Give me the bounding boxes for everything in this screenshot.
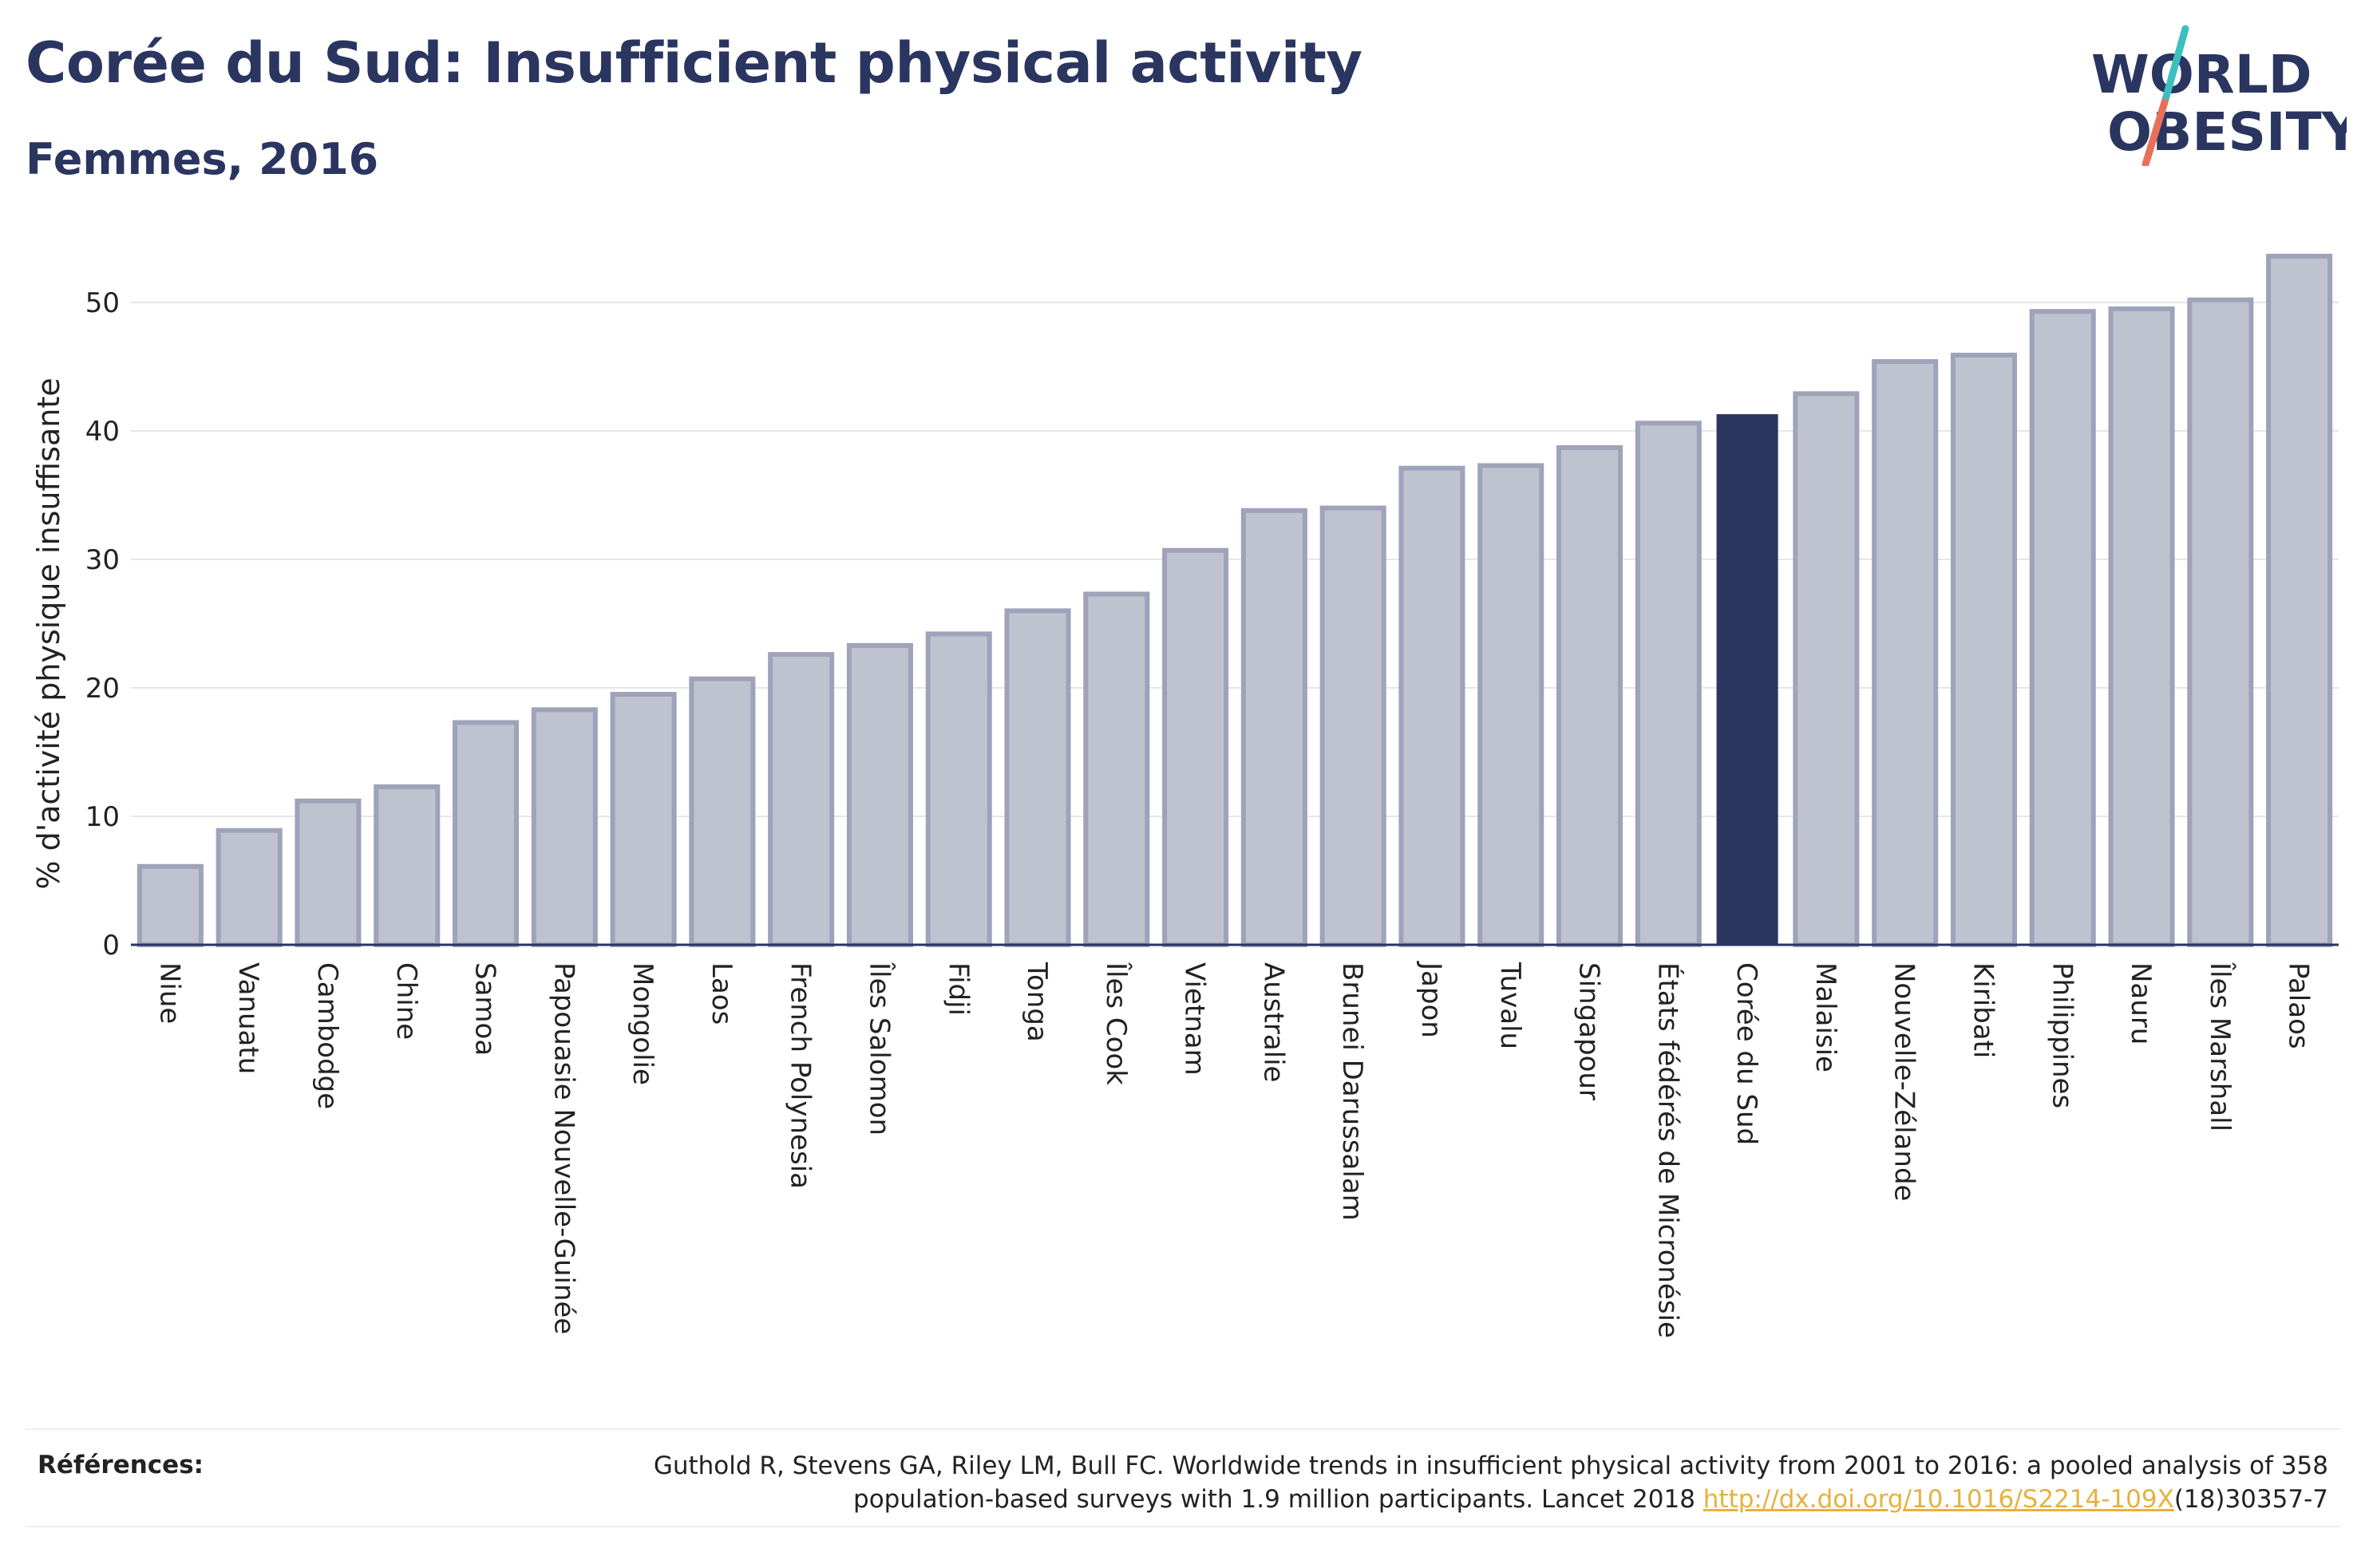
- x-tick-label: Corée du Sud: [1730, 962, 1762, 1145]
- y-tick-label: 40: [85, 416, 120, 448]
- chart-title: Corée du Sud: Insufficient physical acti…: [26, 30, 1362, 96]
- x-tick-label: Philippines: [2046, 962, 2078, 1108]
- reference-line-2-prefix: population-based surveys with 1.9 millio…: [853, 1485, 1703, 1514]
- bar-highlighted: [1716, 414, 1778, 945]
- x-tick-label: Brunei Darussalam: [1336, 962, 1368, 1221]
- bar: [1162, 547, 1229, 947]
- logo-text-world: WORLD: [2091, 44, 2312, 105]
- x-tick-label: Îles Marshall: [2204, 962, 2236, 1132]
- x-tick-label: Mongolie: [627, 962, 658, 1085]
- references-panel: Références: Guthold R, Stevens GA, Riley…: [26, 1428, 2340, 1527]
- bar: [768, 652, 835, 947]
- bar: [1556, 444, 1623, 947]
- x-tick-label: Tonga: [1021, 962, 1053, 1042]
- x-tick-label: Palaos: [2283, 962, 2315, 1049]
- bar: [2266, 254, 2333, 948]
- x-tick-label: Japon: [1415, 961, 1447, 1038]
- bar: [2187, 297, 2254, 947]
- y-tick-label: 10: [85, 801, 120, 833]
- x-tick-label: Samoa: [469, 962, 501, 1056]
- reference-line-2-suffix: (18)30357-7: [2173, 1485, 2328, 1514]
- bar: [689, 676, 756, 947]
- y-tick-label: 0: [102, 930, 120, 962]
- x-tick-label: Laos: [706, 962, 738, 1025]
- y-tick-label: 30: [85, 544, 120, 576]
- bar: [1477, 463, 1544, 947]
- bar: [2108, 306, 2175, 947]
- logo-slash-coral: [2142, 98, 2169, 166]
- bar: [136, 863, 204, 948]
- doi-link[interactable]: http://dx.doi.org/10.1016/S2214-109X: [1703, 1485, 2174, 1514]
- bar: [216, 827, 283, 947]
- bar: [1398, 465, 1465, 947]
- y-tick-label: 50: [85, 287, 120, 319]
- bar: [925, 631, 992, 947]
- x-tick-label: Niue: [153, 962, 185, 1024]
- bar-chart: 0 10 20 30 40 50 % d'activité physique insuffi…: [31, 254, 2339, 1338]
- bar: [2029, 309, 2096, 947]
- x-tick-label: Fidji: [942, 962, 974, 1016]
- bar: [531, 707, 598, 947]
- bar: [1950, 353, 2017, 947]
- x-tick-label: Chine: [390, 962, 422, 1040]
- bar: [1004, 608, 1071, 948]
- bar: [295, 798, 362, 947]
- x-tick-label: Nouvelle-Zélande: [1888, 962, 1920, 1201]
- x-tick-label: Malaisie: [1809, 962, 1841, 1072]
- logo-slash-teal: [2161, 25, 2189, 106]
- x-tick-label: French Polynesia: [785, 962, 817, 1189]
- bar: [846, 642, 913, 947]
- bar: [1872, 359, 1939, 947]
- bar: [1083, 591, 1150, 947]
- references-label: Références:: [38, 1451, 204, 1479]
- x-tick-label: Australie: [1257, 962, 1289, 1082]
- reference-line-2: population-based surveys with 1.9 millio…: [654, 1483, 2328, 1516]
- bar: [1793, 391, 1860, 947]
- x-tick-label: Tuvalu: [1494, 962, 1526, 1049]
- y-tick-label: 20: [85, 673, 120, 705]
- x-tick-label: États fédérés de Micronésie: [1651, 962, 1684, 1338]
- reference-line-1: Guthold R, Stevens GA, Riley LM, Bull FC…: [653, 1451, 2328, 1480]
- x-tick-label: Îles Cook: [1100, 962, 1133, 1085]
- bar: [374, 784, 441, 947]
- x-tick-label: Kiribati: [1967, 962, 1999, 1058]
- x-tick-label: Vanuatu: [232, 962, 264, 1074]
- bar: [1240, 508, 1307, 947]
- y-axis-label: % d'activité physique insuffisante: [31, 377, 66, 889]
- x-tick-label: Singapour: [1573, 962, 1605, 1100]
- x-tick-label: Nauru: [2125, 962, 2157, 1045]
- bar: [1319, 505, 1386, 947]
- x-tick-label: Îles Salomon: [863, 962, 896, 1136]
- references-text: Guthold R, Stevens GA, Riley LM, Bull FC…: [654, 1449, 2328, 1516]
- chart-subtitle: Femmes, 2016: [26, 134, 379, 184]
- x-tick-label: Papouasie Nouvelle-Guinée: [548, 962, 579, 1334]
- bar: [453, 720, 520, 947]
- bar: [1635, 421, 1702, 947]
- x-tick-label: Cambodge: [311, 962, 343, 1109]
- x-tick-label: Vietnam: [1179, 962, 1211, 1076]
- bar: [610, 692, 677, 947]
- world-obesity-logo: WORLD OBESITY: [2091, 25, 2347, 166]
